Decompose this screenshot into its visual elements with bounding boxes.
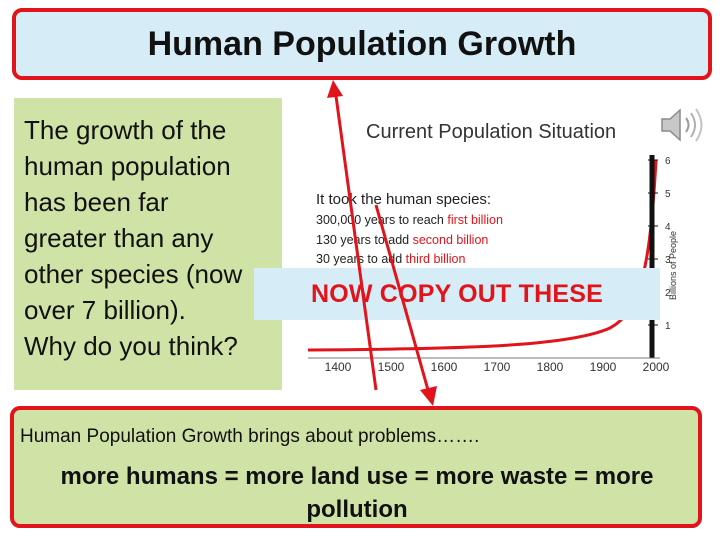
chart-line-1: 300,000 years to reach first billion: [316, 213, 503, 227]
x-tick-label: 1500: [378, 360, 405, 374]
chart-line-3-highlight: third billion: [406, 252, 466, 266]
chart-heading: It took the human species:: [316, 191, 491, 208]
summary-box: [10, 406, 702, 528]
x-ticks: 1400 1500 1600 1700 1800 1900 2000: [325, 360, 670, 374]
y-tick-label: 2: [665, 288, 671, 299]
x-tick-label: 1600: [431, 360, 458, 374]
summary-line-2: more humans = more land use = more waste…: [60, 463, 654, 523]
arrow-up-head: [327, 80, 343, 98]
chart-line-2-prefix: 130 years to add: [316, 233, 413, 247]
chart-line-3: 30 years to add third billion: [316, 252, 465, 266]
chart-line-1-highlight: first billion: [447, 213, 503, 227]
summary-line-1: Human Population Growth brings about pro…: [20, 426, 480, 447]
x-tick-label: 1800: [537, 360, 564, 374]
population-chart: Current Population Situation It took the…: [300, 100, 680, 400]
slide-title: Human Population Growth: [147, 24, 577, 63]
chart-line-3-prefix: 30 years to add: [316, 252, 406, 266]
chart-line-1-prefix: 300,000 years to reach: [316, 213, 447, 227]
left-text: The growth of the human population has b…: [24, 115, 243, 361]
x-tick-label: 1900: [590, 360, 617, 374]
left-text-box: [14, 98, 282, 390]
chart-title: Current Population Situation: [366, 121, 616, 143]
x-tick-label: 1700: [484, 360, 511, 374]
y-tick-label: 1: [665, 321, 671, 332]
chart-line-2-highlight: second billion: [413, 233, 489, 247]
x-tick-label: 2000: [643, 360, 670, 374]
chart-line-2: 130 years to add second billion: [316, 233, 488, 247]
speaker-icon[interactable]: [654, 104, 710, 146]
y-tick-label: 4: [665, 222, 671, 233]
copy-instruction-banner: NOW COPY OUT THESE: [254, 268, 660, 320]
title-box: Human Population Growth: [12, 8, 712, 80]
y-tick-label: 5: [665, 189, 671, 200]
y-axis-label: Billions of People: [668, 231, 678, 300]
x-tick-label: 1400: [325, 360, 352, 374]
y-tick-label: 6: [665, 156, 671, 167]
y-tick-label: 3: [665, 255, 671, 266]
